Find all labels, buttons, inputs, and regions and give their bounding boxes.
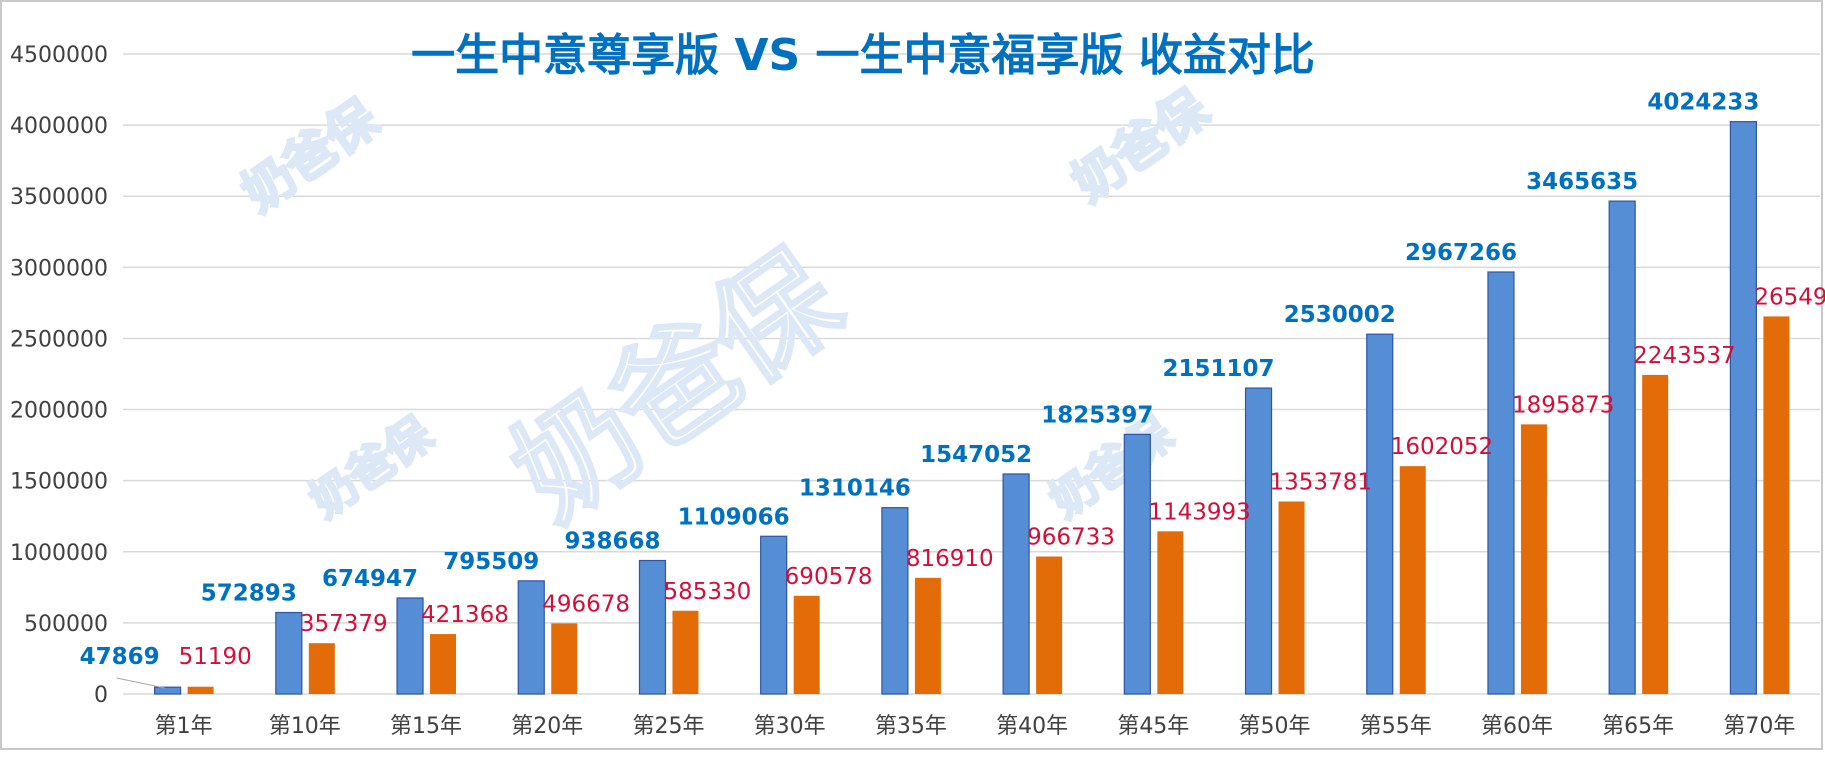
bar-series-2 bbox=[187, 686, 214, 694]
y-tick-label: 4000000 bbox=[10, 114, 108, 139]
bar-series-2 bbox=[1642, 374, 1669, 694]
y-tick-label: 3000000 bbox=[10, 256, 108, 281]
bar-series-1 bbox=[275, 611, 303, 695]
chart-border bbox=[0, 0, 1823, 750]
data-label-series-1: 2967266 bbox=[1405, 240, 1517, 266]
x-tick-label: 第40年 bbox=[996, 714, 1068, 739]
y-tick-label: 1000000 bbox=[10, 541, 108, 566]
bar-series-1 bbox=[760, 535, 788, 695]
bar-series-2 bbox=[1036, 556, 1063, 694]
bar-series-2 bbox=[308, 643, 335, 694]
bar-series-1 bbox=[1487, 271, 1515, 695]
data-label-series-2: 1602052 bbox=[1391, 434, 1493, 460]
data-label-series-1: 3465635 bbox=[1526, 169, 1638, 195]
data-label-series-1: 1825397 bbox=[1041, 402, 1153, 428]
y-tick-label: 3500000 bbox=[10, 185, 108, 210]
data-label-series-2: 966733 bbox=[1027, 525, 1115, 551]
leader-line bbox=[116, 677, 165, 689]
y-axis-labels: 0 500000 1000000 1500000 2000000 2500000 30000… bbox=[10, 43, 108, 708]
data-label-series-1: 795509 bbox=[443, 549, 539, 575]
data-label-series-2: 1143993 bbox=[1148, 499, 1250, 525]
bar-series-1 bbox=[638, 559, 667, 695]
bar-series-1 bbox=[517, 580, 545, 695]
bar-series-2 bbox=[1520, 424, 1547, 694]
x-tick-label: 第70年 bbox=[1723, 714, 1795, 739]
y-tick-label: 4500000 bbox=[10, 43, 108, 68]
data-label-series-1: 1310146 bbox=[799, 476, 911, 502]
y-tick-label: 1500000 bbox=[10, 470, 108, 495]
data-label-series-1: 1109066 bbox=[678, 504, 790, 530]
bar-series-1 bbox=[154, 686, 182, 695]
bar-series-1 bbox=[1123, 433, 1151, 695]
data-label-series-1: 2530002 bbox=[1284, 302, 1396, 328]
bar-series-1 bbox=[1366, 333, 1394, 695]
bar-series-2 bbox=[672, 610, 699, 694]
x-tick-label: 第60年 bbox=[1481, 714, 1553, 739]
data-label-series-2: 2243537 bbox=[1633, 343, 1735, 369]
bar-series-1 bbox=[396, 597, 424, 695]
data-label-series-2: 2654967 bbox=[1754, 284, 1825, 310]
x-tick-label: 第50年 bbox=[1239, 714, 1311, 739]
bar-series-2 bbox=[551, 623, 578, 694]
data-label-series-2: 585330 bbox=[663, 579, 751, 605]
x-tick-label: 第10年 bbox=[269, 714, 341, 739]
bar-series-2 bbox=[430, 634, 457, 694]
x-tick-label: 第15年 bbox=[390, 714, 462, 739]
x-tick-label: 第25年 bbox=[632, 714, 704, 739]
x-axis-labels: 第1年 第10年 第15年 第20年 第25年 第30年 第35年 第40年 第45年 第50年 第… bbox=[155, 714, 1796, 739]
bar-series-1 bbox=[1002, 473, 1030, 695]
data-label-series-1: 1547052 bbox=[920, 442, 1032, 468]
data-label-series-1: 572893 bbox=[201, 581, 297, 607]
data-label-series-1: 2151107 bbox=[1163, 356, 1275, 382]
y-tick-label: 0 bbox=[94, 683, 108, 708]
x-tick-label: 第65年 bbox=[1602, 714, 1674, 739]
x-tick-label: 第45年 bbox=[1117, 714, 1189, 739]
data-label-series-2: 1353781 bbox=[1270, 469, 1372, 495]
bar-series-2 bbox=[914, 577, 941, 694]
bar-series-1 bbox=[1608, 200, 1636, 695]
data-label-series-1: 4024233 bbox=[1647, 90, 1759, 116]
data-label-series-1: 47869 bbox=[80, 644, 160, 670]
data-label-series-1: 938668 bbox=[564, 529, 660, 555]
data-label-series-1: 674947 bbox=[322, 566, 418, 592]
bar-series-1 bbox=[1244, 387, 1273, 695]
bar-series-2 bbox=[1278, 501, 1305, 694]
data-label-series-2: 1895873 bbox=[1512, 392, 1614, 418]
bar-series-2 bbox=[793, 595, 820, 694]
bar-series-2 bbox=[1157, 531, 1184, 694]
x-tick-label: 第1年 bbox=[155, 714, 213, 739]
y-tick-label: 500000 bbox=[24, 612, 108, 637]
data-label-series-2: 357379 bbox=[300, 611, 388, 637]
data-label-series-2: 690578 bbox=[785, 564, 873, 590]
bar-series-2 bbox=[1399, 466, 1426, 694]
bar-series-1 bbox=[1729, 121, 1757, 695]
y-tick-label: 2000000 bbox=[10, 399, 108, 424]
x-tick-label: 第55年 bbox=[1360, 714, 1432, 739]
x-tick-label: 第30年 bbox=[754, 714, 826, 739]
data-label-series-2: 496678 bbox=[542, 591, 630, 617]
bar-series-1 bbox=[881, 507, 909, 695]
bars bbox=[154, 121, 1790, 695]
chart-title: 一生中意尊享版 VS 一生中意福享版 收益对比 bbox=[411, 30, 1315, 81]
y-tick-label: 2500000 bbox=[10, 327, 108, 352]
data-label-series-2: 816910 bbox=[906, 546, 994, 572]
x-tick-label: 第35年 bbox=[875, 714, 947, 739]
x-tick-label: 第20年 bbox=[511, 714, 583, 739]
data-label-series-2: 421368 bbox=[421, 602, 509, 628]
data-label-series-2: 51190 bbox=[179, 644, 252, 670]
bar-series-2 bbox=[1763, 316, 1790, 694]
